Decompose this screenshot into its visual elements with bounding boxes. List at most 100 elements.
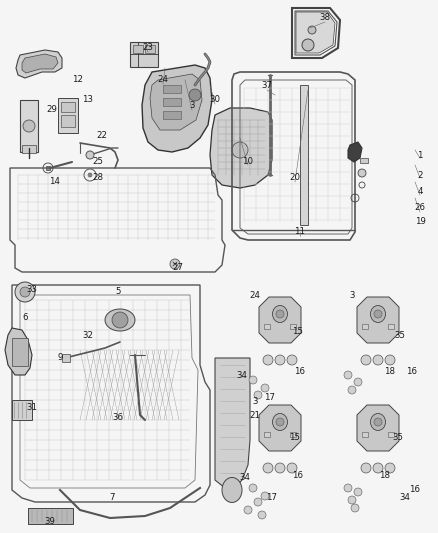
Ellipse shape bbox=[371, 305, 385, 322]
Text: 13: 13 bbox=[82, 95, 93, 104]
Polygon shape bbox=[357, 405, 399, 451]
Circle shape bbox=[308, 26, 316, 34]
Bar bbox=[264, 432, 270, 437]
Bar bbox=[362, 324, 368, 329]
Text: 16: 16 bbox=[294, 367, 305, 376]
Text: 6: 6 bbox=[22, 313, 28, 322]
Bar bbox=[290, 432, 296, 437]
Polygon shape bbox=[142, 65, 212, 152]
Circle shape bbox=[287, 355, 297, 365]
Ellipse shape bbox=[272, 305, 287, 322]
Circle shape bbox=[276, 310, 284, 318]
Bar bbox=[130, 42, 158, 67]
Text: 34: 34 bbox=[237, 370, 247, 379]
Ellipse shape bbox=[105, 309, 135, 331]
Text: 32: 32 bbox=[82, 330, 93, 340]
Bar bbox=[145, 45, 155, 53]
Text: 7: 7 bbox=[109, 494, 115, 503]
Circle shape bbox=[374, 310, 382, 318]
Text: 35: 35 bbox=[392, 433, 403, 442]
Circle shape bbox=[302, 39, 314, 51]
Bar bbox=[360, 158, 368, 163]
Circle shape bbox=[348, 496, 356, 504]
Text: 3: 3 bbox=[349, 290, 355, 300]
Text: 3: 3 bbox=[252, 398, 258, 407]
Text: 39: 39 bbox=[45, 518, 56, 527]
Text: 34: 34 bbox=[240, 473, 251, 482]
Circle shape bbox=[249, 376, 257, 384]
Bar bbox=[388, 432, 394, 437]
Circle shape bbox=[261, 384, 269, 392]
Text: 14: 14 bbox=[49, 177, 60, 187]
Ellipse shape bbox=[272, 414, 287, 431]
Circle shape bbox=[15, 282, 35, 302]
Circle shape bbox=[358, 169, 366, 177]
Bar bbox=[61, 115, 75, 127]
Bar bbox=[58, 98, 78, 133]
Bar bbox=[133, 45, 143, 53]
Text: 12: 12 bbox=[73, 76, 84, 85]
Bar bbox=[300, 85, 308, 225]
Bar bbox=[28, 508, 73, 524]
Circle shape bbox=[361, 355, 371, 365]
Text: 17: 17 bbox=[265, 393, 276, 402]
Text: 5: 5 bbox=[115, 287, 121, 296]
Text: 25: 25 bbox=[92, 157, 103, 166]
Circle shape bbox=[373, 355, 383, 365]
Text: 4: 4 bbox=[417, 188, 423, 197]
Circle shape bbox=[354, 488, 362, 496]
Text: 34: 34 bbox=[399, 494, 410, 503]
Circle shape bbox=[361, 463, 371, 473]
Text: 10: 10 bbox=[243, 157, 254, 166]
Bar bbox=[163, 98, 181, 106]
Bar bbox=[12, 400, 32, 420]
Circle shape bbox=[249, 484, 257, 492]
Text: 26: 26 bbox=[414, 204, 425, 213]
Circle shape bbox=[373, 463, 383, 473]
Circle shape bbox=[344, 484, 352, 492]
Polygon shape bbox=[348, 142, 362, 162]
Text: 20: 20 bbox=[290, 174, 300, 182]
Circle shape bbox=[261, 492, 269, 500]
Circle shape bbox=[86, 151, 94, 159]
Circle shape bbox=[385, 355, 395, 365]
Polygon shape bbox=[210, 108, 272, 188]
Bar bbox=[290, 324, 296, 329]
Circle shape bbox=[276, 418, 284, 426]
Text: 36: 36 bbox=[113, 414, 124, 423]
Circle shape bbox=[258, 511, 266, 519]
Bar bbox=[20, 100, 38, 152]
Text: 29: 29 bbox=[46, 106, 57, 115]
Polygon shape bbox=[357, 297, 399, 343]
Text: 30: 30 bbox=[209, 95, 220, 104]
Ellipse shape bbox=[222, 478, 242, 503]
Circle shape bbox=[348, 386, 356, 394]
Bar bbox=[163, 111, 181, 119]
Text: 16: 16 bbox=[406, 367, 417, 376]
Text: 18: 18 bbox=[385, 367, 396, 376]
Text: 18: 18 bbox=[379, 471, 391, 480]
Bar bbox=[61, 102, 75, 112]
Text: 17: 17 bbox=[266, 494, 278, 503]
Text: 16: 16 bbox=[410, 486, 420, 495]
Circle shape bbox=[170, 259, 180, 269]
Circle shape bbox=[275, 463, 285, 473]
Circle shape bbox=[344, 371, 352, 379]
Circle shape bbox=[244, 506, 252, 514]
Circle shape bbox=[263, 463, 273, 473]
Text: 15: 15 bbox=[290, 433, 300, 442]
Circle shape bbox=[275, 355, 285, 365]
Bar bbox=[12, 338, 28, 366]
Text: 28: 28 bbox=[92, 174, 103, 182]
Polygon shape bbox=[22, 54, 58, 73]
Text: 27: 27 bbox=[173, 263, 184, 272]
Circle shape bbox=[385, 463, 395, 473]
Text: 31: 31 bbox=[27, 403, 38, 413]
Circle shape bbox=[351, 504, 359, 512]
Polygon shape bbox=[16, 50, 62, 78]
Bar bbox=[22, 145, 36, 153]
Text: 15: 15 bbox=[293, 327, 304, 336]
Circle shape bbox=[88, 173, 92, 177]
Polygon shape bbox=[5, 328, 32, 375]
Circle shape bbox=[112, 312, 128, 328]
